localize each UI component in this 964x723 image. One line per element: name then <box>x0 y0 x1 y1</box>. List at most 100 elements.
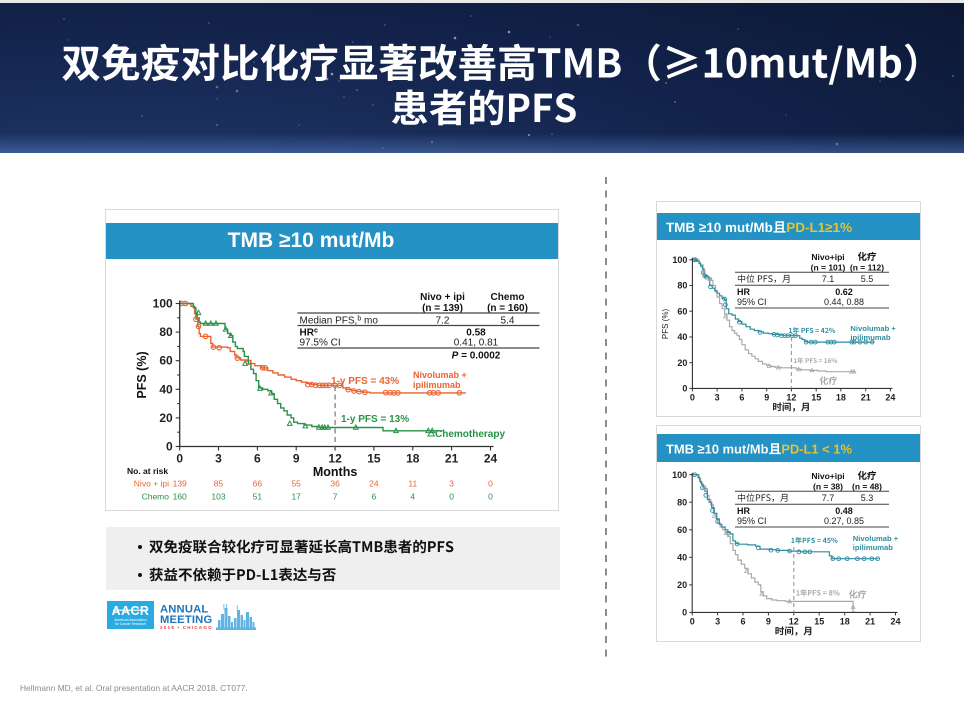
svg-text:80: 80 <box>677 281 687 291</box>
svg-text:18: 18 <box>836 392 846 402</box>
svg-text:0.48: 0.48 <box>835 506 853 516</box>
svg-text:7.1: 7.1 <box>822 274 835 284</box>
svg-text:6: 6 <box>254 452 261 466</box>
svg-text:18: 18 <box>840 616 850 626</box>
svg-text:95% CI: 95% CI <box>737 297 767 307</box>
svg-text:(n = 101): (n = 101) <box>811 263 846 273</box>
svg-text:Months: Months <box>313 465 357 479</box>
svg-text:60: 60 <box>677 306 687 316</box>
svg-text:12: 12 <box>786 392 796 402</box>
svg-text:HR: HR <box>737 287 750 297</box>
svg-text:139: 139 <box>173 479 187 489</box>
svg-text:5.4: 5.4 <box>501 316 515 327</box>
svg-text:0.27, 0.85: 0.27, 0.85 <box>824 516 864 526</box>
svg-text:100: 100 <box>672 255 687 265</box>
svg-text:6: 6 <box>372 492 377 502</box>
svg-text:for Cancer Research: for Cancer Research <box>115 622 146 626</box>
svg-text:40: 40 <box>677 553 687 563</box>
svg-text:55: 55 <box>291 479 301 489</box>
svg-text:60: 60 <box>677 525 687 535</box>
svg-text:MEETING: MEETING <box>160 614 212 626</box>
svg-text:5.3: 5.3 <box>861 493 874 503</box>
svg-text:0: 0 <box>488 492 493 502</box>
svg-text:(n = 48): (n = 48) <box>852 482 882 492</box>
svg-text:97.5% CI: 97.5% CI <box>300 338 341 349</box>
svg-text:7: 7 <box>333 492 338 502</box>
svg-text:20: 20 <box>677 358 687 368</box>
svg-text:Nivo+ipi: Nivo+ipi <box>811 471 844 481</box>
svg-text:40: 40 <box>159 382 173 396</box>
svg-text:0: 0 <box>690 392 695 402</box>
svg-text:80: 80 <box>677 497 687 507</box>
svg-text:3: 3 <box>215 452 222 466</box>
svg-text:0: 0 <box>166 440 173 454</box>
svg-text:0: 0 <box>488 479 493 489</box>
svg-text:103: 103 <box>211 492 225 502</box>
svg-text:Nivolumab +: Nivolumab + <box>853 534 899 543</box>
svg-text:1-y PFS = 43%: 1-y PFS = 43% <box>331 376 399 387</box>
svg-text:(n = 38): (n = 38) <box>813 482 843 492</box>
svg-text:ipilimumab: ipilimumab <box>850 333 890 342</box>
svg-text:Nivo + ipi: Nivo + ipi <box>134 479 169 489</box>
svg-text:15: 15 <box>367 452 381 466</box>
svg-text:HR: HR <box>737 506 750 516</box>
svg-text:51: 51 <box>253 492 263 502</box>
svg-text:3: 3 <box>715 616 720 626</box>
svg-text:17: 17 <box>291 492 301 502</box>
svg-text:ipilimumab: ipilimumab <box>413 380 461 390</box>
svg-text:21: 21 <box>861 392 871 402</box>
svg-text:15: 15 <box>814 616 824 626</box>
svg-text:60: 60 <box>159 354 173 368</box>
svg-text:100: 100 <box>672 470 687 480</box>
svg-text:24: 24 <box>484 452 498 466</box>
svg-text:80: 80 <box>159 325 173 339</box>
svg-text:PFS (%): PFS (%) <box>661 309 670 340</box>
svg-text:0: 0 <box>682 608 687 618</box>
svg-text:(n = 160): (n = 160) <box>487 303 528 314</box>
svg-text:0: 0 <box>690 616 695 626</box>
svg-text:No. at risk: No. at risk <box>127 466 168 476</box>
svg-text:Chemo: Chemo <box>142 492 170 502</box>
svg-text:(n = 112): (n = 112) <box>850 263 884 273</box>
svg-text:12: 12 <box>789 616 799 626</box>
svg-text:3: 3 <box>449 479 454 489</box>
svg-text:Chemotherapy: Chemotherapy <box>435 429 505 440</box>
svg-text:66: 66 <box>253 479 263 489</box>
svg-text:95% CI: 95% CI <box>737 516 767 526</box>
svg-text:85: 85 <box>214 479 224 489</box>
svg-text:ipilimumab: ipilimumab <box>853 543 893 552</box>
svg-text:24: 24 <box>369 479 379 489</box>
svg-text:PFS (%): PFS (%) <box>135 351 149 398</box>
svg-text:9: 9 <box>764 392 769 402</box>
svg-text:0.41, 0.81: 0.41, 0.81 <box>454 338 499 349</box>
svg-text:6: 6 <box>739 392 744 402</box>
svg-text:3: 3 <box>715 392 720 402</box>
svg-text:18: 18 <box>406 452 420 466</box>
svg-text:9: 9 <box>766 616 771 626</box>
svg-text:0.44, 0.88: 0.44, 0.88 <box>824 297 864 307</box>
svg-text:5.5: 5.5 <box>861 274 874 284</box>
svg-text:0: 0 <box>449 492 454 502</box>
svg-text:11: 11 <box>408 479 417 489</box>
svg-text:1-y PFS = 13%: 1-y PFS = 13% <box>341 414 409 425</box>
svg-text:2018 • CHICAGO: 2018 • CHICAGO <box>160 625 213 630</box>
svg-text:AACR: AACR <box>112 604 150 618</box>
svg-text:(n = 139): (n = 139) <box>422 303 463 314</box>
svg-text:20: 20 <box>677 580 687 590</box>
svg-text:21: 21 <box>445 452 459 466</box>
svg-text:24: 24 <box>885 392 895 402</box>
svg-text:Nivolumab +: Nivolumab + <box>413 370 467 380</box>
svg-text:0: 0 <box>176 452 183 466</box>
svg-text:7.2: 7.2 <box>436 316 450 327</box>
svg-text:7.7: 7.7 <box>822 493 835 503</box>
svg-text:Median PFS,b mo: Median PFS,b mo <box>300 316 379 327</box>
svg-text:Nivolumab +: Nivolumab + <box>850 324 896 333</box>
svg-text:American Association: American Association <box>114 618 147 622</box>
svg-text:100: 100 <box>153 297 173 311</box>
svg-text:ANNUAL: ANNUAL <box>160 604 208 616</box>
svg-text:40: 40 <box>677 332 687 342</box>
svg-text:HRc: HRc <box>300 328 318 339</box>
svg-text:Nivo+ipi: Nivo+ipi <box>811 252 844 262</box>
svg-text:0.62: 0.62 <box>835 287 853 297</box>
svg-text:0.58: 0.58 <box>466 328 486 339</box>
